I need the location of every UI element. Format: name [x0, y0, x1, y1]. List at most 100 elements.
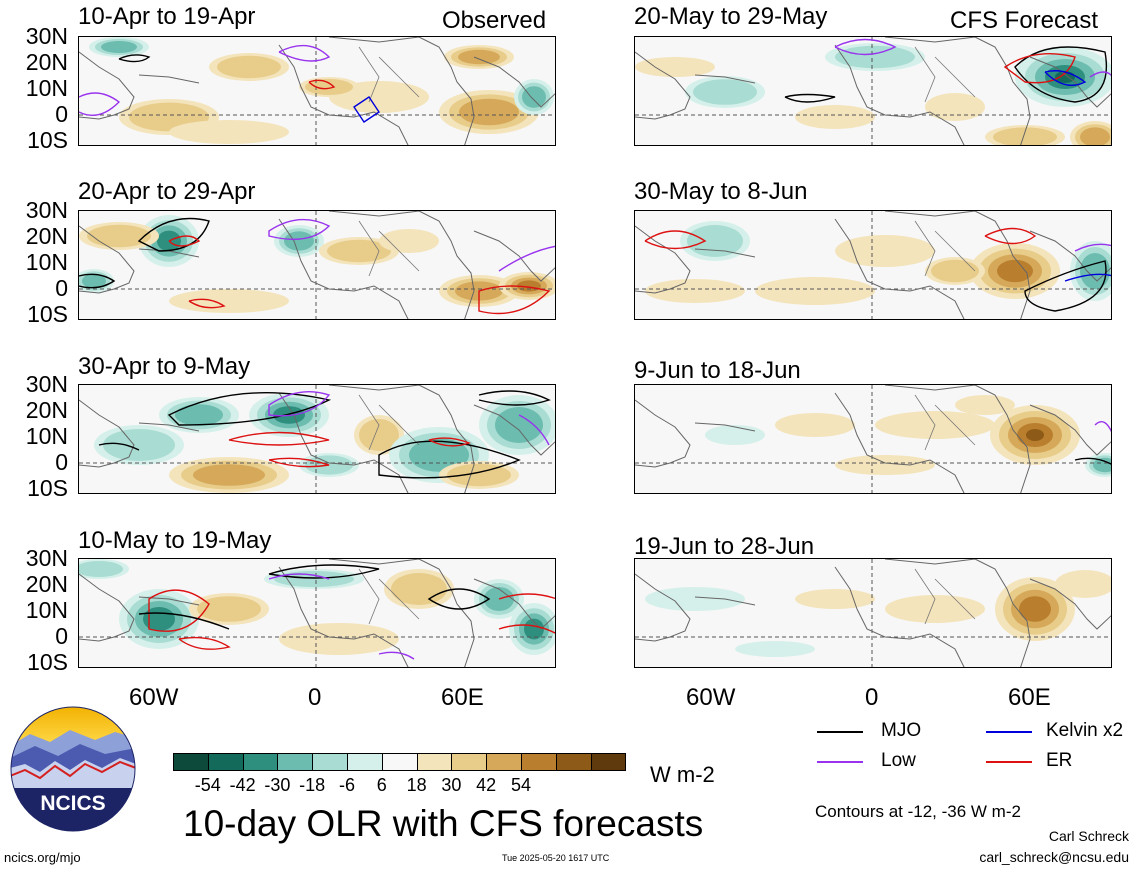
olr-field-fc-1 — [635, 37, 1111, 145]
olr-anomaly — [645, 279, 745, 303]
coastline — [884, 37, 1031, 145]
wave-contour — [644, 230, 707, 250]
lon-tick-60e-right: 60E — [1008, 684, 1051, 711]
olr-anomaly — [274, 571, 354, 587]
wave-contour — [137, 217, 210, 252]
olr-field-obs-2 — [79, 211, 555, 319]
olr-anomaly — [885, 595, 985, 623]
colorbar-tick-label: -18 — [299, 775, 326, 795]
colorbar-tick-label: -42 — [229, 775, 256, 795]
coastline — [138, 596, 200, 606]
olr-anomaly — [495, 407, 543, 443]
coastline — [834, 392, 965, 493]
lat-tick-row4-4: 0 — [55, 623, 68, 649]
olr-anomaly — [391, 573, 447, 605]
colorbar-tick-label: 18 — [406, 775, 427, 795]
olr-field-fc-3 — [635, 385, 1111, 493]
olr-anomaly — [693, 79, 757, 105]
footer-author: Carl Schreck — [1048, 828, 1129, 844]
olr-field-obs-4 — [79, 559, 555, 667]
ncics-logo-text: NCICS — [40, 792, 105, 815]
map-obs-1 — [78, 36, 556, 146]
lat-tick-row2-5: 10S — [27, 301, 68, 327]
lat-tick-row1-3: 10N — [25, 75, 68, 101]
colorbar-swatch — [416, 753, 453, 771]
legend-line-low — [817, 761, 863, 763]
wave-contour — [167, 392, 332, 426]
olr-anomaly — [835, 45, 915, 69]
coastline — [1029, 230, 1111, 282]
ncics-logo: NCICS — [10, 706, 136, 832]
legend-line-mjo — [817, 731, 863, 733]
wave-contour — [478, 390, 551, 406]
wave-contour — [834, 38, 897, 56]
coastline — [473, 230, 555, 282]
footer-email[interactable]: carl_schreck@ncsu.edu — [979, 849, 1129, 865]
wave-contour — [1014, 46, 1107, 103]
coastline — [635, 225, 691, 294]
lat-tick-row2-1: 30N — [25, 197, 68, 223]
map-fc-3 — [634, 384, 1112, 494]
legend-line-kelvin — [986, 731, 1032, 733]
observed-label: Observed — [442, 7, 547, 34]
wave-contour — [498, 593, 555, 600]
forecast-label: CFS Forecast — [950, 7, 1099, 34]
wave-contour — [168, 235, 201, 247]
legend-label-kelvin: Kelvin x2 — [1046, 720, 1124, 741]
colorbar-units: W m-2 — [650, 762, 715, 787]
olr-anomaly — [1026, 429, 1044, 441]
olr-anomaly — [379, 229, 439, 253]
olr-field-obs-3 — [79, 385, 555, 493]
olr-anomaly — [925, 93, 985, 121]
wave-contour — [79, 92, 121, 116]
olr-anomaly — [169, 120, 289, 144]
lon-tick-60w-left: 60W — [129, 684, 179, 711]
olr-anomaly — [705, 425, 765, 445]
lat-tick-row4-1: 30N — [25, 545, 68, 571]
coastline — [138, 422, 200, 432]
wave-contour — [98, 442, 140, 451]
olr-anomaly — [795, 105, 875, 129]
coastline — [834, 44, 965, 145]
panel-title-obs-1: 10-Apr to 19-Apr — [78, 3, 256, 30]
colorbar-swatch — [555, 753, 592, 771]
olr-anomaly — [522, 86, 546, 108]
wave-contour — [308, 79, 336, 90]
footer-url[interactable]: ncics.org/mjo — [4, 850, 81, 865]
wave-contour — [1044, 70, 1087, 86]
colorbar-tick-label: -6 — [338, 775, 356, 795]
coastline — [834, 218, 965, 319]
olr-field-fc-4 — [635, 559, 1111, 667]
olr-anomaly — [1080, 127, 1110, 145]
olr-anomaly — [1055, 570, 1111, 598]
wave-contour — [268, 457, 330, 468]
coastline — [1029, 404, 1111, 456]
panel-title-obs-4: 10-May to 19-May — [78, 527, 272, 554]
panel-title-fc-4: 19-Jun to 28-Jun — [634, 533, 815, 560]
olr-anomaly — [447, 463, 511, 487]
olr-anomaly — [997, 259, 1033, 283]
olr-anomaly — [101, 41, 137, 53]
map-obs-4 — [78, 558, 556, 668]
wave-contour — [268, 390, 331, 417]
wave-contour — [498, 624, 555, 634]
olr-anomaly — [755, 277, 875, 305]
coastline — [694, 74, 756, 84]
wave-contour — [268, 564, 380, 579]
coastline — [884, 385, 1031, 493]
colorbar-swatch — [207, 753, 244, 771]
colorbar-swatch — [347, 753, 383, 771]
lat-tick-row3-4: 0 — [55, 449, 68, 475]
map-fc-2 — [634, 210, 1112, 320]
wave-contour — [148, 589, 210, 632]
olr-anomaly — [279, 623, 399, 655]
wave-contour — [188, 298, 226, 309]
olr-anomaly — [458, 49, 500, 65]
legend-label-er: ER — [1046, 750, 1073, 771]
olr-anomaly — [735, 641, 815, 657]
lat-tick-row4-5: 10S — [27, 649, 68, 675]
olr-anomaly — [795, 589, 875, 609]
olr-anomaly — [217, 55, 281, 79]
colorbar-swatch — [451, 753, 488, 771]
lon-tick-60e-left: 60E — [441, 684, 484, 711]
